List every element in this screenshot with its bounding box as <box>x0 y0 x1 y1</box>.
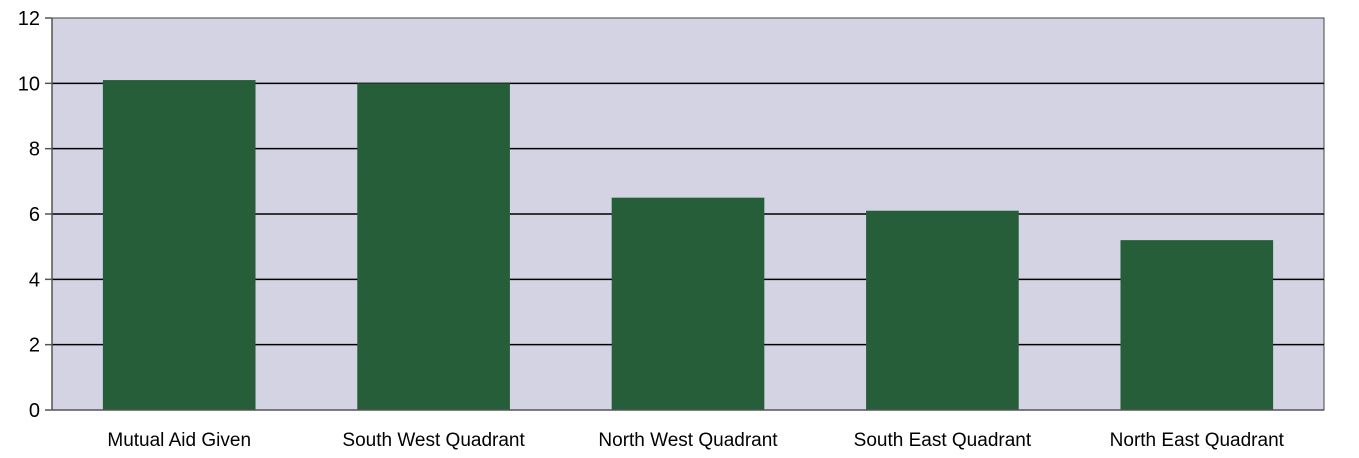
y-axis: 0 2 4 6 8 10 12 <box>18 8 53 422</box>
x-tick-label: South West Quadrant <box>342 430 525 451</box>
bar <box>102 80 256 411</box>
x-axis: Mutual Aid Given South West Quadrant North… <box>52 409 1324 451</box>
bar <box>866 210 1019 410</box>
bar <box>357 83 510 410</box>
x-tick-label: North East Quadrant <box>1110 430 1285 451</box>
y-tick-label: 8 <box>29 139 40 161</box>
y-tick-label: 6 <box>29 204 40 226</box>
y-tick-label: 2 <box>29 335 40 357</box>
x-tick-label: North West Quadrant <box>598 430 778 451</box>
y-tick-label: 12 <box>18 8 40 30</box>
y-tick-label: 10 <box>18 73 40 95</box>
x-tick-label: Mutual Aid Given <box>107 430 251 451</box>
y-tick-label: 4 <box>29 269 40 291</box>
bar <box>1120 240 1274 410</box>
bars <box>102 80 1274 411</box>
y-tick-label: 0 <box>29 400 40 422</box>
bar <box>611 197 765 410</box>
x-tick-label: South East Quadrant <box>854 430 1032 451</box>
